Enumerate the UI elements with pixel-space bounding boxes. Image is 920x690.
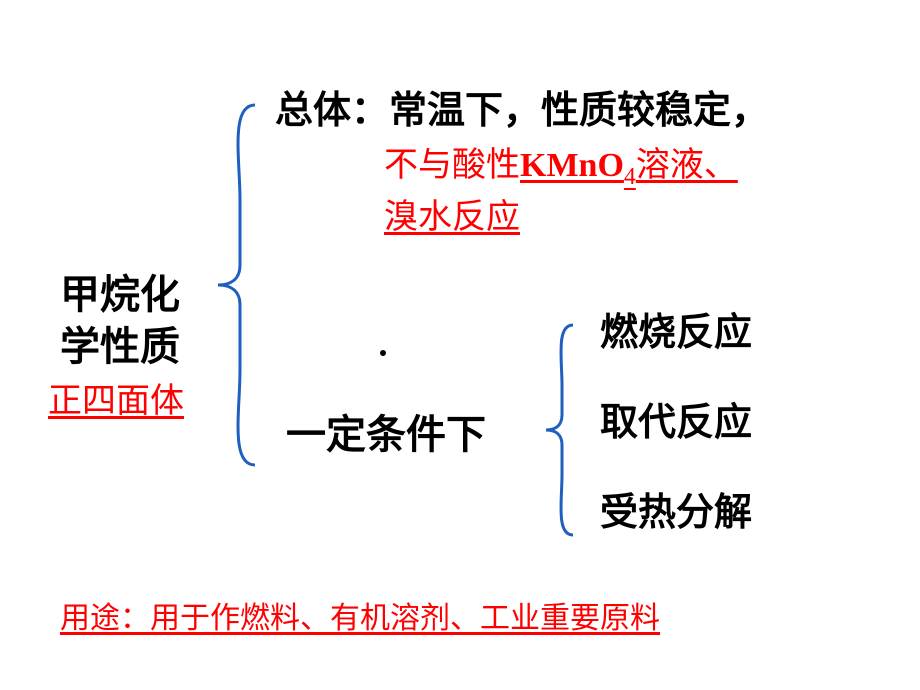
overall-heading: 总体：常温下，性质较稳定， xyxy=(275,88,769,136)
brace-main xyxy=(210,100,260,470)
root-line1: 甲烷化 xyxy=(60,270,180,320)
root-annotation: 正四面体 xyxy=(48,380,184,423)
reaction-3: 受热分解 xyxy=(600,490,752,538)
overall-prefix: 总体： xyxy=(275,90,389,132)
brace-reactions xyxy=(540,320,578,540)
usage-text: 用途：用于作燃料、有机溶剂、工业重要原料 xyxy=(60,602,660,635)
red1-c: 溶液、 xyxy=(636,146,738,184)
usage-line: 用途：用于作燃料、有机溶剂、工业重要原料 xyxy=(60,600,660,638)
root-line2: 学性质 xyxy=(60,322,180,372)
diagram-canvas: 甲烷化 学性质 正四面体 总体：常温下，性质较稳定， 不与酸性KMnO4溶液、 … xyxy=(0,0,920,690)
overall-red-line1: 不与酸性KMnO4溶液、 xyxy=(384,144,738,193)
center-dot xyxy=(380,350,386,356)
root-annotation-text: 正四面体 xyxy=(48,382,184,420)
reaction-1: 燃烧反应 xyxy=(600,310,752,358)
red1-sub: 4 xyxy=(624,164,636,190)
red1-a: 不与酸性 xyxy=(384,146,520,184)
condition-label: 一定条件下 xyxy=(286,410,486,460)
reaction-2: 取代反应 xyxy=(600,400,752,448)
overall-red-line2: 溴水反应 xyxy=(384,196,520,239)
red2: 溴水反应 xyxy=(384,198,520,236)
red1-b: KMnO xyxy=(520,147,624,184)
overall-black: 常温下，性质较稳定， xyxy=(389,90,769,132)
